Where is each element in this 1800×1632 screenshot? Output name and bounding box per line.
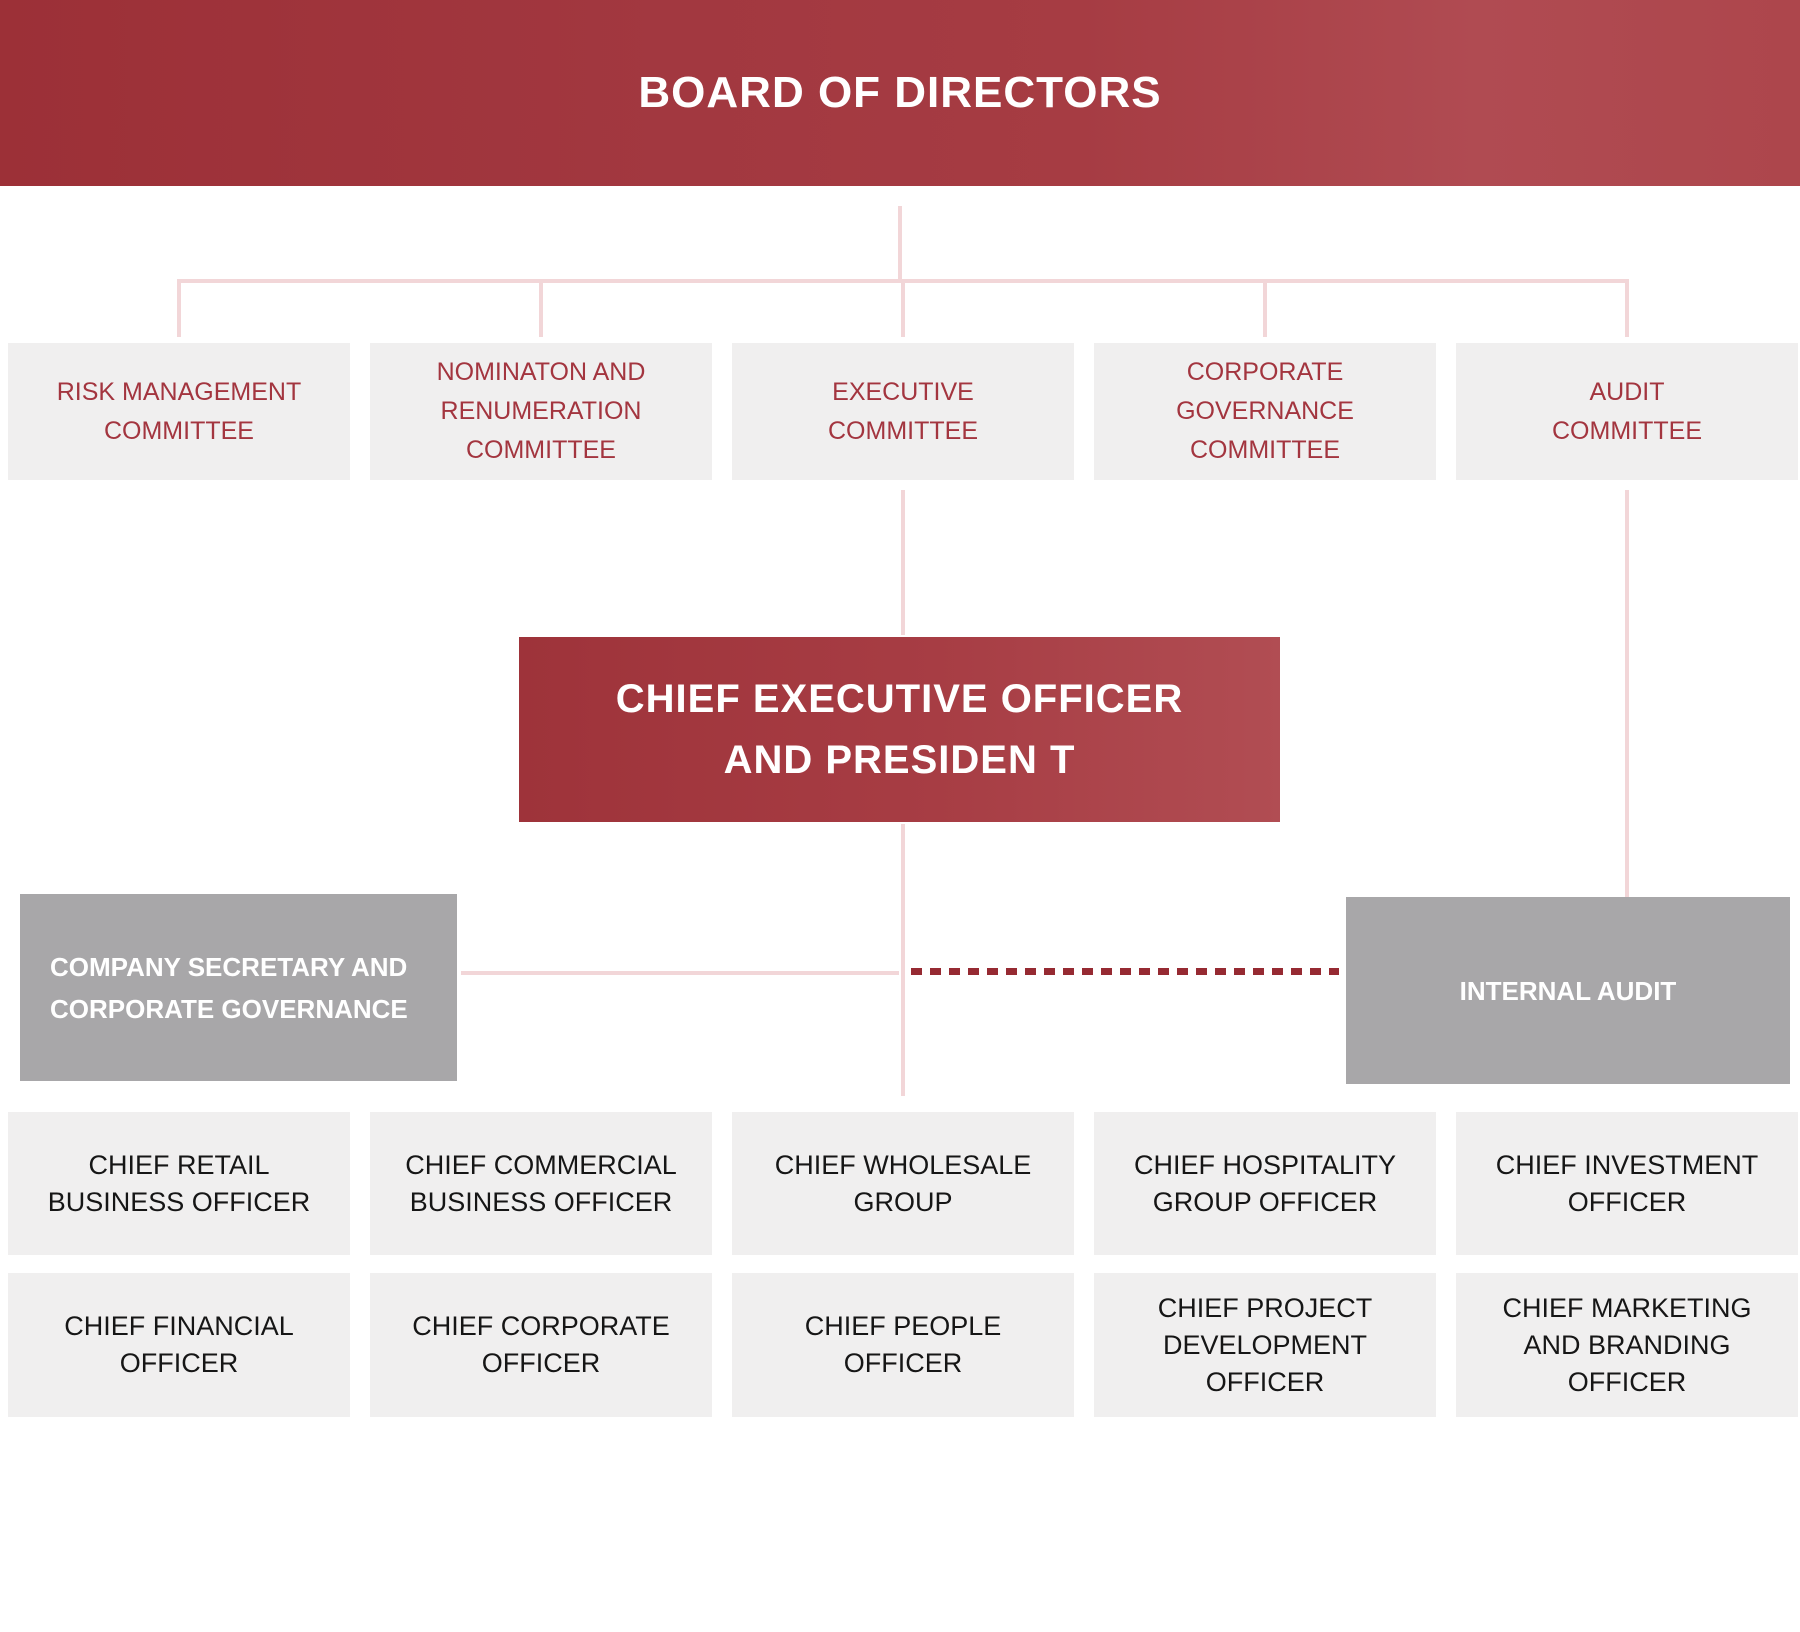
board-of-directors-title: BOARD OF DIRECTORS: [638, 68, 1162, 117]
connector-drop-audit: [1625, 279, 1629, 337]
box-chief-marketing-branding-officer: CHIEF MARKETING AND BRANDING OFFICER: [1456, 1273, 1798, 1417]
box-chief-corporate-officer: CHIEF CORPORATE OFFICER: [370, 1273, 712, 1417]
chief-wholesale-group-label: CHIEF WHOLESALE GROUP: [774, 1149, 1032, 1217]
connector-board-stub: [898, 206, 902, 282]
box-risk-management-committee: RISK MANAGEMENT COMMITTEE: [8, 343, 350, 480]
audit-committee-label: AUDIT COMMITTEE: [1552, 377, 1702, 445]
risk-management-committee-label: RISK MANAGEMENT COMMITTEE: [56, 377, 302, 445]
chief-marketing-branding-officer-label: CHIEF MARKETING AND BRANDING OFFICER: [1502, 1292, 1752, 1397]
nomination-renumeration-committee-label: NOMINATON AND RENUMERATION COMMITTEE: [436, 358, 646, 464]
chief-project-development-officer-label: CHIEF PROJECT DEVELOPMENT OFFICER: [1157, 1292, 1373, 1397]
connector-drop-executive: [901, 279, 905, 337]
box-audit-committee: AUDIT COMMITTEE: [1456, 343, 1798, 480]
company-secretary-label: COMPANY SECRETARY AND CORPORATE GOVERNAN…: [50, 951, 408, 1024]
connector-ceo-to-officers: [901, 824, 905, 1096]
box-company-secretary: COMPANY SECRETARY AND CORPORATE GOVERNAN…: [20, 894, 457, 1081]
box-executive-committee: EXECUTIVE COMMITTEE: [732, 343, 1074, 480]
box-chief-retail-business-officer: CHIEF RETAIL BUSINESS OFFICER: [8, 1112, 350, 1255]
box-chief-financial-officer: CHIEF FINANCIAL OFFICER: [8, 1273, 350, 1417]
chief-investment-officer-label: CHIEF INVESTMENT OFFICER: [1495, 1149, 1759, 1217]
connector-drop-governance: [1263, 279, 1267, 337]
box-chief-people-officer: CHIEF PEOPLE OFFICER: [732, 1273, 1074, 1417]
chief-hospitality-group-officer-label: CHIEF HOSPITALITY GROUP OFFICER: [1133, 1149, 1397, 1217]
box-chief-hospitality-group-officer: CHIEF HOSPITALITY GROUP OFFICER: [1094, 1112, 1436, 1255]
chief-corporate-officer-label: CHIEF CORPORATE OFFICER: [412, 1311, 670, 1378]
box-nomination-renumeration-committee: NOMINATON AND RENUMERATION COMMITTEE: [370, 343, 712, 480]
box-chief-project-development-officer: CHIEF PROJECT DEVELOPMENT OFFICER: [1094, 1273, 1436, 1417]
board-of-directors-banner: BOARD OF DIRECTORS: [0, 0, 1800, 186]
chief-retail-business-officer-label: CHIEF RETAIL BUSINESS OFFICER: [47, 1149, 311, 1217]
chief-people-officer-label: CHIEF PEOPLE OFFICER: [804, 1311, 1002, 1378]
chief-commercial-business-officer-label: CHIEF COMMERCIAL BUSINESS OFFICER: [405, 1149, 677, 1217]
box-internal-audit: INTERNAL AUDIT: [1346, 897, 1790, 1084]
box-chief-wholesale-group: CHIEF WHOLESALE GROUP: [732, 1112, 1074, 1255]
corporate-governance-committee-label: CORPORATE GOVERNANCE COMMITTEE: [1176, 358, 1354, 464]
connector-secretary-to-center: [461, 971, 899, 975]
box-corporate-governance-committee: CORPORATE GOVERNANCE COMMITTEE: [1094, 343, 1436, 480]
connector-audit-to-internal-audit: [1625, 490, 1629, 897]
ceo-and-president-label: CHIEF EXECUTIVE OFFICER AND PRESIDEN T: [615, 676, 1184, 782]
executive-committee-label: EXECUTIVE COMMITTEE: [828, 377, 978, 445]
connector-drop-nomination: [539, 279, 543, 337]
box-chief-commercial-business-officer: CHIEF COMMERCIAL BUSINESS OFFICER: [370, 1112, 712, 1255]
box-chief-investment-officer: CHIEF INVESTMENT OFFICER: [1456, 1112, 1798, 1255]
box-ceo-and-president: CHIEF EXECUTIVE OFFICER AND PRESIDEN T: [519, 637, 1280, 822]
connector-dashed-center-to-internal-audit: [911, 968, 1339, 975]
chief-financial-officer-label: CHIEF FINANCIAL OFFICER: [64, 1311, 294, 1378]
connector-executive-to-ceo: [901, 490, 905, 635]
internal-audit-label: INTERNAL AUDIT: [1459, 975, 1677, 1006]
connector-drop-risk: [177, 279, 181, 337]
